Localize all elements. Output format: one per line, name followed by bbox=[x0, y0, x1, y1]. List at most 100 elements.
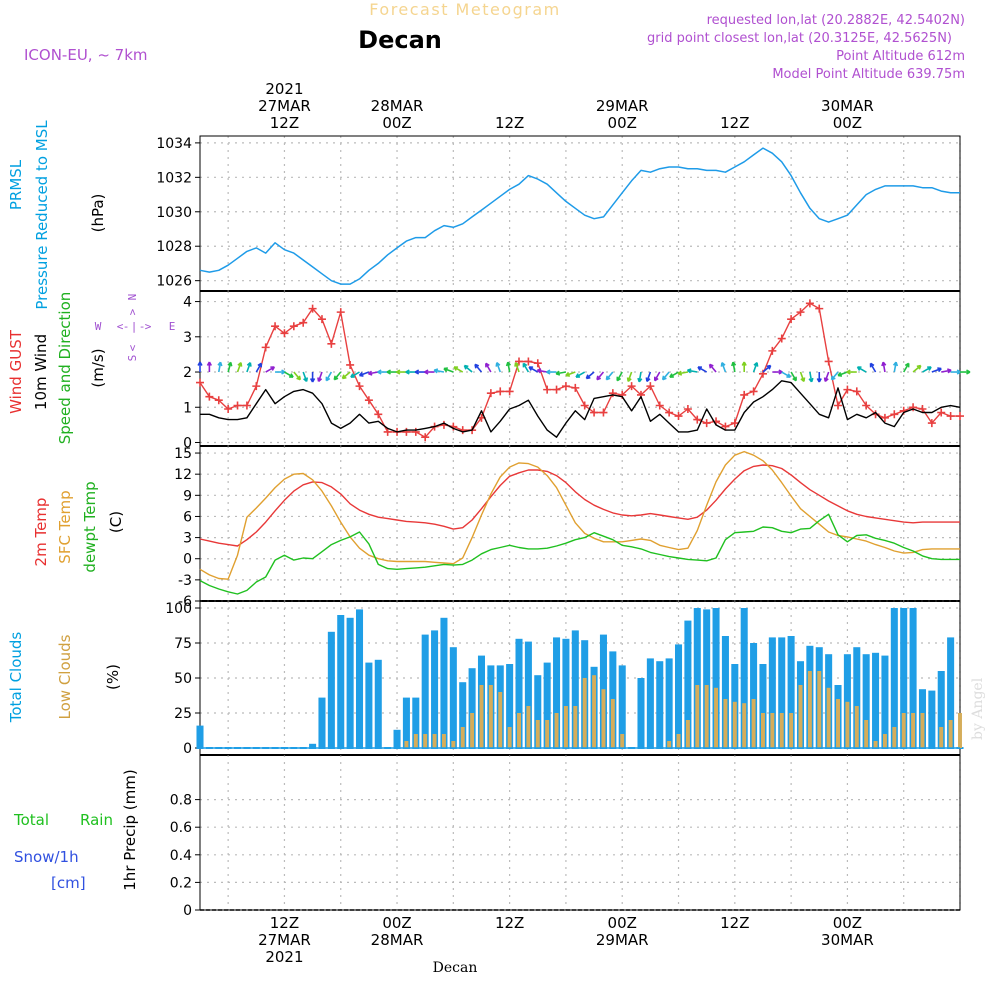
gust-marker bbox=[721, 422, 730, 431]
wind-arrowhead bbox=[217, 361, 223, 367]
low-cloud-bar bbox=[601, 689, 606, 748]
chart-subtitle: Forecast Meteogram bbox=[369, 0, 560, 19]
wind-arrowhead bbox=[405, 369, 410, 375]
wind-arrowhead bbox=[585, 374, 591, 380]
wind-arrowhead bbox=[341, 374, 347, 380]
temp2m-line bbox=[199, 464, 960, 547]
gust-marker bbox=[805, 299, 814, 308]
panel-precip: 0 0.2 0.4 0.6 0.8 bbox=[170, 754, 961, 919]
footer-location: Decan bbox=[433, 960, 478, 976]
gust-marker bbox=[655, 401, 664, 410]
low-cloud-bar bbox=[714, 687, 719, 748]
wind-arrowhead bbox=[669, 373, 674, 378]
total-cloud-bar bbox=[853, 647, 861, 749]
y-tick-label: 4 bbox=[183, 295, 192, 311]
total-cloud-bar bbox=[459, 682, 467, 749]
low-cloud-bar bbox=[789, 713, 794, 748]
low-cloud-bar bbox=[507, 727, 512, 748]
top-time-label: 12Z bbox=[720, 114, 749, 132]
wind-arrowhead bbox=[947, 368, 952, 374]
low-cloud-bar bbox=[676, 734, 681, 748]
y-tick-label: 100 bbox=[165, 601, 192, 617]
wind-arrowhead bbox=[424, 369, 429, 375]
top-time-label: 27MAR bbox=[258, 97, 311, 115]
low-cloud-bar bbox=[667, 741, 672, 748]
low-cloud-bar bbox=[545, 720, 550, 748]
total-cloud-bar bbox=[768, 637, 776, 749]
total-cloud-bar bbox=[750, 643, 758, 749]
total-cloud-bar bbox=[365, 662, 373, 749]
requested-coords: requested lon,lat (20.2882E, 42.5402N) bbox=[707, 13, 965, 28]
gust-marker bbox=[196, 378, 204, 387]
gust-marker bbox=[796, 308, 805, 317]
low-cloud-bar bbox=[685, 720, 690, 748]
clouds-unit-label: (%) bbox=[104, 664, 122, 690]
wind-arrowhead bbox=[505, 361, 512, 367]
wind-arrowhead bbox=[358, 371, 364, 377]
total-cloud-bar bbox=[656, 661, 664, 749]
total-cloud-bar bbox=[665, 658, 673, 749]
y-tick-label: 0.4 bbox=[170, 848, 192, 864]
gust-marker bbox=[749, 387, 758, 396]
gust-marker bbox=[843, 385, 852, 394]
gust-marker bbox=[768, 346, 777, 355]
gust-marker bbox=[824, 357, 833, 366]
sfc-temp-line bbox=[199, 450, 960, 580]
total-cloud-bar bbox=[872, 652, 880, 749]
wind-gust-label: Wind GUST bbox=[7, 329, 25, 414]
wind-arrowhead bbox=[289, 373, 294, 378]
top-time-label: 00Z bbox=[608, 114, 637, 132]
bottom-time-label: 30MAR bbox=[821, 931, 874, 949]
wind-arrowhead bbox=[966, 369, 971, 375]
wind-arrowhead bbox=[485, 362, 490, 368]
low-cloud-bar bbox=[441, 734, 446, 748]
location-title: Decan bbox=[358, 26, 442, 54]
total-cloud-bar bbox=[440, 617, 448, 749]
bottom-time-label: 27MAR bbox=[258, 931, 311, 949]
total-cloud-bar bbox=[562, 638, 570, 749]
low-cloud-bar bbox=[498, 692, 503, 748]
gust-marker bbox=[346, 360, 355, 369]
gust-marker bbox=[364, 396, 373, 405]
gust-marker bbox=[674, 412, 683, 421]
bottom-time-label: 12Z bbox=[720, 914, 749, 932]
total-cloud-bar bbox=[318, 697, 326, 749]
gust-marker bbox=[927, 419, 936, 428]
gust-marker bbox=[956, 412, 964, 421]
wind-arrowhead bbox=[904, 362, 910, 368]
gust-marker bbox=[355, 382, 364, 391]
wind-arrowhead bbox=[333, 375, 339, 381]
wind-speed-dir-label: Speed and Direction bbox=[56, 292, 74, 445]
gust-marker bbox=[383, 427, 392, 436]
low-cloud-bar bbox=[770, 713, 775, 748]
y-tick-label: 1026 bbox=[156, 274, 192, 290]
y-tick-label: 9 bbox=[183, 488, 192, 504]
low-cloud-bar bbox=[554, 713, 559, 748]
rain-label: Rain bbox=[80, 811, 113, 829]
wind-arrowhead bbox=[653, 376, 659, 382]
wind-arrowhead bbox=[350, 373, 355, 378]
low-cloud-bar bbox=[404, 741, 409, 748]
y-tick-label: 1030 bbox=[156, 205, 192, 221]
gridpoint-coords: grid point closest lon,lat (20.3125E, 42… bbox=[647, 31, 952, 46]
wind-arrowhead bbox=[741, 361, 747, 366]
gust-marker bbox=[524, 357, 533, 366]
wind-arrowhead bbox=[522, 362, 528, 368]
wind-arrowhead bbox=[546, 369, 551, 375]
gust-marker bbox=[205, 392, 214, 401]
gust-marker bbox=[486, 389, 495, 398]
total-cloud-bar bbox=[506, 664, 514, 749]
low-cloud-bar bbox=[432, 734, 437, 748]
y-tick-label: 25 bbox=[174, 706, 192, 722]
low-cloud-bar bbox=[610, 699, 615, 748]
wind-arrowhead bbox=[856, 366, 862, 371]
compass-arrow: < bbox=[126, 344, 139, 351]
total-cloud-bar bbox=[421, 634, 429, 749]
wind-arrowhead bbox=[565, 371, 570, 377]
wind-arrowhead bbox=[536, 368, 542, 374]
y-tick-label: 12 bbox=[174, 467, 192, 483]
y-tick-label: 0.8 bbox=[170, 793, 192, 809]
total-cloud-bar bbox=[909, 608, 917, 749]
total-cloud-bar bbox=[571, 630, 579, 749]
gust-marker bbox=[299, 318, 308, 327]
